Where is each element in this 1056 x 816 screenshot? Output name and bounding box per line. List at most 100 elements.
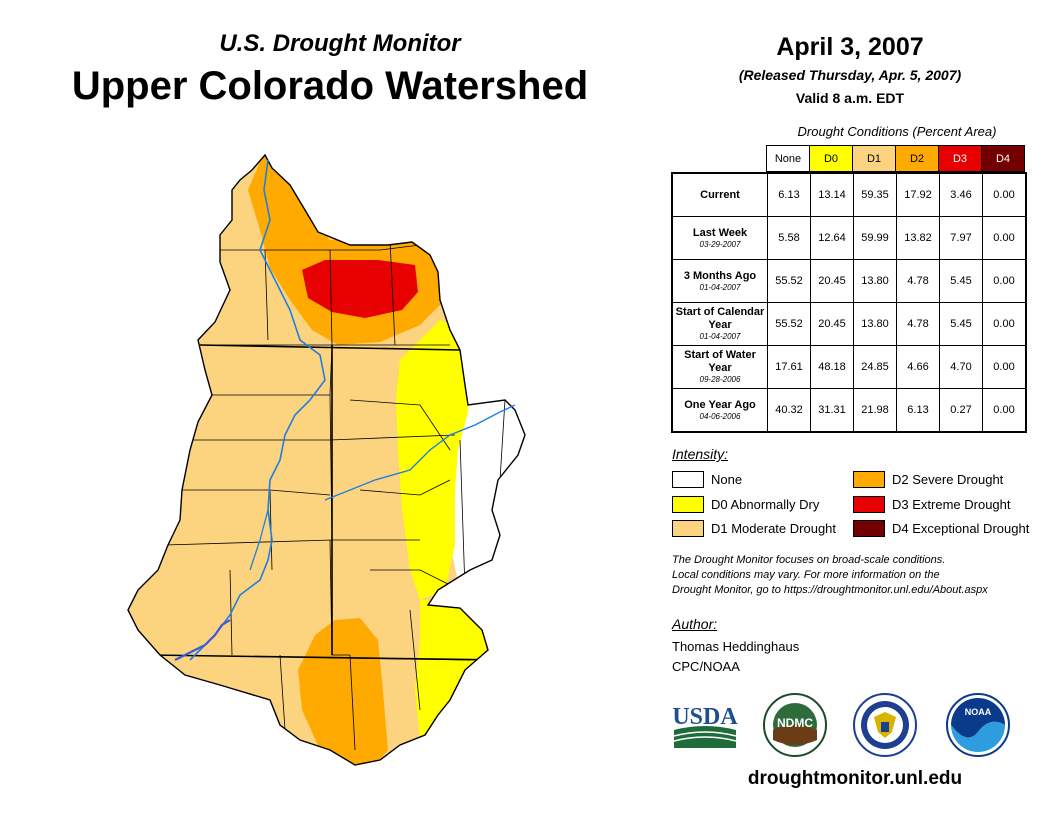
basin-outline bbox=[127, 153, 526, 766]
conditions-title: Drought Conditions (Percent Area) bbox=[797, 124, 997, 139]
legend-label: D2 Severe Drought bbox=[892, 472, 1004, 487]
table-cell: 4.66 bbox=[896, 345, 940, 389]
table-cell: 40.32 bbox=[767, 388, 811, 433]
legend-title: Intensity: bbox=[672, 446, 729, 462]
column-header-d0: D0 bbox=[809, 145, 853, 172]
table-cell: 55.52 bbox=[767, 302, 811, 346]
legend-label: D4 Exceptional Drought bbox=[892, 521, 1030, 536]
table-cell: 0.27 bbox=[939, 388, 983, 433]
note-line-2: Local conditions may vary. For more info… bbox=[672, 569, 940, 581]
legend-item: D1 Moderate Drought bbox=[672, 520, 836, 537]
row-label-text: 3 Months Ago bbox=[683, 269, 757, 282]
table-cell: 20.45 bbox=[810, 259, 854, 303]
valid-time: Valid 8 a.m. EDT bbox=[795, 90, 905, 106]
table-cell: 13.14 bbox=[810, 172, 854, 217]
table-cell: 17.92 bbox=[896, 172, 940, 217]
table-cell: 20.45 bbox=[810, 302, 854, 346]
row-label: Current bbox=[671, 172, 768, 217]
row-label: Last Week 03-29-2007 bbox=[671, 216, 768, 260]
table-cell: 6.13 bbox=[767, 172, 811, 217]
table-cell: 7.97 bbox=[939, 216, 983, 260]
row-label-text: Current bbox=[700, 188, 740, 201]
table-cell: 0.00 bbox=[982, 302, 1027, 346]
table-cell: 3.46 bbox=[939, 172, 983, 217]
table-cell: 17.61 bbox=[767, 345, 811, 389]
note-line-3: Drought Monitor, go to https://droughtmo… bbox=[672, 584, 988, 596]
drought-areas bbox=[128, 155, 525, 765]
legend-item: D0 Abnormally Dry bbox=[672, 496, 819, 513]
table-cell: 59.99 bbox=[853, 216, 897, 260]
row-label-text: One Year Ago bbox=[684, 398, 756, 411]
column-header-d1: D1 bbox=[852, 145, 896, 172]
county-lines bbox=[149, 239, 506, 751]
table-cell: 13.82 bbox=[896, 216, 940, 260]
legend-item: D4 Exceptional Drought bbox=[853, 520, 1029, 537]
row-date: 01-04-2007 bbox=[699, 282, 741, 292]
table-cell: 55.52 bbox=[767, 259, 811, 303]
row-date: 01-04-2007 bbox=[699, 332, 741, 341]
table-cell: 59.35 bbox=[853, 172, 897, 217]
table-row: 3 Months Ago 01-04-2007 55.52 20.45 13.80 4.7… bbox=[671, 259, 1027, 303]
green-river bbox=[249, 509, 269, 571]
state-boundaries bbox=[149, 344, 501, 661]
author-name: Thomas Heddinghaus bbox=[672, 639, 800, 654]
row-label-text: Start of Calendar Year bbox=[675, 306, 765, 331]
row-date: 09-28-2006 bbox=[699, 375, 741, 384]
legend-swatch bbox=[853, 471, 885, 488]
table-cell: 5.45 bbox=[939, 302, 983, 346]
table-cell: 0.00 bbox=[982, 172, 1027, 217]
legend-label: D1 Moderate Drought bbox=[711, 521, 837, 536]
legend-item: D3 Extreme Drought bbox=[853, 496, 1011, 513]
author-org: CPC/NOAA bbox=[672, 659, 740, 674]
ndmc-logo-text: NDMC bbox=[777, 716, 813, 730]
table-cell: 4.70 bbox=[939, 345, 983, 389]
table-cell: 0.00 bbox=[982, 216, 1027, 260]
table-cell: 12.64 bbox=[810, 216, 854, 260]
noaa-logo: NOAA bbox=[946, 693, 1010, 757]
legend-swatch bbox=[672, 471, 704, 488]
table-cell: 21.98 bbox=[853, 388, 897, 433]
stats-table: Current 6.13 13.14 59.35 17.92 3.46 0.00 Last W… bbox=[671, 172, 1027, 433]
column-header-none: None bbox=[766, 145, 810, 172]
d0-area bbox=[396, 320, 470, 600]
usda-logo: USDA bbox=[672, 704, 738, 748]
watershed-map bbox=[127, 153, 526, 766]
row-label: Start of Calendar Year 01-04-2007 bbox=[671, 302, 768, 346]
map-date: April 3, 2007 bbox=[776, 33, 924, 61]
table-row: Last Week 03-29-2007 5.58 12.64 59.99 13.82 7.… bbox=[671, 216, 1027, 260]
legend-swatch bbox=[853, 520, 885, 537]
table-cell: 6.13 bbox=[896, 388, 940, 433]
column-header-d3: D3 bbox=[938, 145, 982, 172]
d0-area-south bbox=[415, 600, 490, 740]
row-label: 3 Months Ago 01-04-2007 bbox=[671, 259, 768, 303]
legend-label: D3 Extreme Drought bbox=[892, 497, 1011, 512]
legend-item: D2 Severe Drought bbox=[853, 471, 1003, 488]
release-date: (Released Thursday, Apr. 5, 2007) bbox=[738, 67, 962, 83]
table-cell: 4.78 bbox=[896, 259, 940, 303]
note-line-1: The Drought Monitor focuses on broad-sca… bbox=[672, 554, 946, 566]
stats-header: None D0 D1 D2 D3 D4 bbox=[766, 145, 1025, 172]
legend-swatch bbox=[853, 496, 885, 513]
legend-item: None bbox=[672, 471, 742, 488]
table-row: Current 6.13 13.14 59.35 17.92 3.46 0.00 bbox=[671, 172, 1027, 217]
footer-url[interactable]: droughtmonitor.unl.edu bbox=[747, 768, 963, 789]
legend-label: D0 Abnormally Dry bbox=[711, 497, 820, 512]
table-cell: 31.31 bbox=[810, 388, 854, 433]
row-label-text: Start of Water Year bbox=[684, 349, 756, 374]
table-row: One Year Ago 04-06-2006 40.32 31.31 21.98 6.1… bbox=[671, 388, 1027, 433]
table-row: Start of Water Year 09-28-2006 17.61 48.18 2… bbox=[671, 345, 1027, 389]
gunnison-river bbox=[324, 404, 516, 501]
table-cell: 48.18 bbox=[810, 345, 854, 389]
row-label: Start of Water Year 09-28-2006 bbox=[671, 345, 768, 389]
row-label-text: Last Week bbox=[692, 226, 748, 239]
row-date: 03-29-2007 bbox=[699, 239, 741, 249]
map-subtitle: U.S. Drought Monitor bbox=[219, 30, 461, 57]
ndmc-logo: NDMC bbox=[763, 693, 827, 757]
legend-swatch bbox=[672, 496, 704, 513]
legend-swatch bbox=[672, 520, 704, 537]
table-cell: 24.85 bbox=[853, 345, 897, 389]
table-cell: 0.00 bbox=[982, 259, 1027, 303]
author-block: Thomas Heddinghaus CPC/NOAA bbox=[672, 637, 799, 677]
lake-powell bbox=[174, 619, 231, 661]
legend-label: None bbox=[711, 472, 743, 487]
